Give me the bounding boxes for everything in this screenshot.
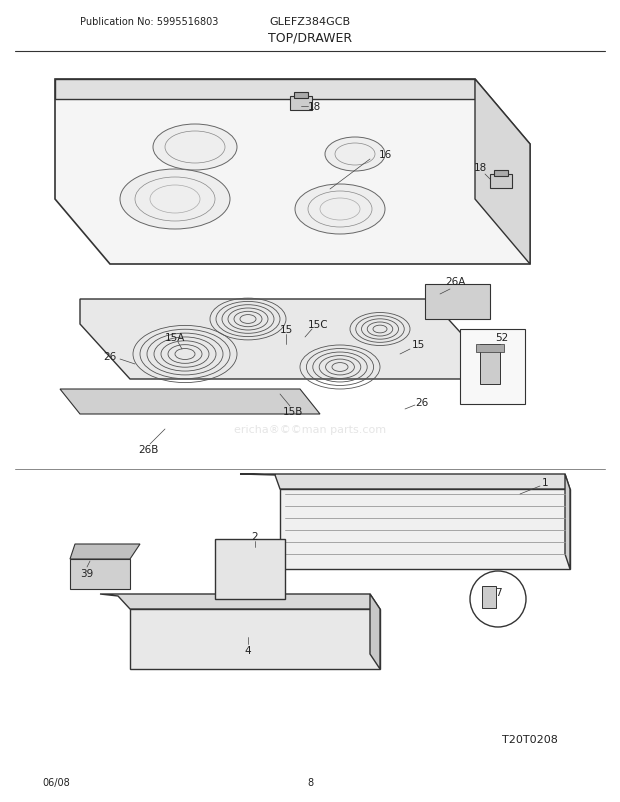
- Bar: [490, 175, 512, 188]
- Text: 8: 8: [307, 777, 313, 787]
- Polygon shape: [80, 300, 480, 379]
- Text: 18: 18: [308, 102, 321, 111]
- Polygon shape: [70, 559, 130, 589]
- Text: Publication No: 5995516803: Publication No: 5995516803: [80, 17, 218, 27]
- Polygon shape: [565, 475, 570, 569]
- Polygon shape: [130, 610, 380, 669]
- Text: 26A: 26A: [445, 277, 465, 286]
- Polygon shape: [55, 80, 530, 265]
- Text: 18: 18: [474, 163, 487, 172]
- Text: 15: 15: [280, 325, 293, 334]
- Bar: [480, 345, 500, 384]
- Ellipse shape: [325, 138, 385, 172]
- Bar: [482, 586, 496, 608]
- Polygon shape: [60, 390, 320, 415]
- Polygon shape: [215, 539, 285, 599]
- Polygon shape: [425, 285, 490, 320]
- Polygon shape: [280, 489, 570, 569]
- Text: 39: 39: [81, 569, 94, 578]
- Text: 15: 15: [412, 339, 425, 350]
- Text: 16: 16: [378, 150, 392, 160]
- Bar: [494, 171, 508, 176]
- Text: 7: 7: [495, 587, 502, 597]
- Polygon shape: [55, 80, 475, 100]
- Ellipse shape: [120, 170, 230, 229]
- Bar: [460, 330, 525, 404]
- Text: 1: 1: [542, 477, 548, 488]
- Text: 2: 2: [252, 532, 259, 541]
- Polygon shape: [70, 545, 140, 559]
- Text: T20T0208: T20T0208: [502, 734, 558, 744]
- Text: 4: 4: [245, 645, 251, 655]
- Circle shape: [470, 571, 526, 627]
- Text: 15B: 15B: [283, 407, 303, 416]
- Polygon shape: [475, 80, 530, 265]
- Ellipse shape: [295, 184, 385, 235]
- Text: 26B: 26B: [138, 444, 158, 455]
- Bar: [476, 345, 504, 353]
- Polygon shape: [370, 594, 380, 669]
- Text: 15A: 15A: [165, 333, 185, 342]
- Text: TOP/DRAWER: TOP/DRAWER: [268, 31, 352, 44]
- Polygon shape: [240, 475, 570, 489]
- Text: 26: 26: [415, 398, 428, 407]
- Bar: [290, 97, 312, 111]
- Text: 15C: 15C: [308, 320, 329, 330]
- Text: GLEFZ384GCB: GLEFZ384GCB: [270, 17, 350, 27]
- Ellipse shape: [153, 125, 237, 171]
- Polygon shape: [100, 594, 380, 610]
- Bar: [294, 93, 308, 99]
- Text: 06/08: 06/08: [42, 777, 70, 787]
- Text: 26: 26: [104, 351, 117, 362]
- Text: 52: 52: [495, 333, 508, 342]
- Text: ericha®©©man parts.com: ericha®©©man parts.com: [234, 424, 386, 435]
